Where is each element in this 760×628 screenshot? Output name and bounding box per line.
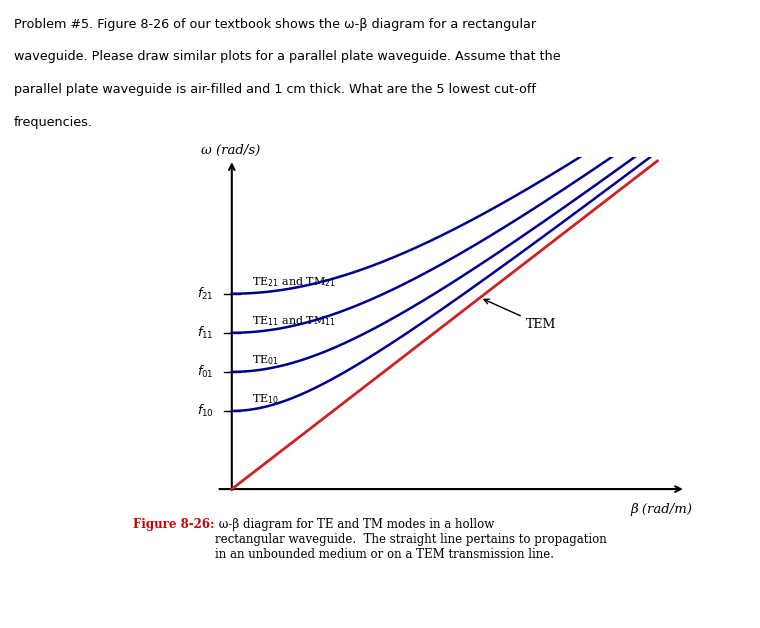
Text: ω (rad/s): ω (rad/s) xyxy=(201,144,261,157)
Text: parallel plate waveguide is air-filled and 1 cm thick. What are the 5 lowest cut: parallel plate waveguide is air-filled a… xyxy=(14,83,536,96)
Text: $f_{01}$: $f_{01}$ xyxy=(197,364,214,380)
Text: waveguide. Please draw similar plots for a parallel plate waveguide. Assume that: waveguide. Please draw similar plots for… xyxy=(14,50,560,63)
Text: $f_{10}$: $f_{10}$ xyxy=(197,403,214,419)
Text: $f_{21}$: $f_{21}$ xyxy=(197,286,214,302)
Text: frequencies.: frequencies. xyxy=(14,116,93,129)
Text: Figure 8-26:: Figure 8-26: xyxy=(133,518,214,531)
Text: TE$_{10}$: TE$_{10}$ xyxy=(252,392,279,406)
Text: TEM: TEM xyxy=(484,299,556,332)
Text: TE$_{11}$ and TM$_{11}$: TE$_{11}$ and TM$_{11}$ xyxy=(252,314,336,328)
Text: Problem #5. Figure 8-26 of our textbook shows the ω-β diagram for a rectangular: Problem #5. Figure 8-26 of our textbook … xyxy=(14,18,536,31)
Text: $f_{11}$: $f_{11}$ xyxy=(197,325,214,341)
Text: β (rad/m): β (rad/m) xyxy=(631,503,693,516)
Text: ω-β diagram for TE and TM modes in a hollow
rectangular waveguide.  The straight: ω-β diagram for TE and TM modes in a hol… xyxy=(215,518,606,561)
Text: TE$_{01}$: TE$_{01}$ xyxy=(252,353,279,367)
Text: TE$_{21}$ and TM$_{21}$: TE$_{21}$ and TM$_{21}$ xyxy=(252,275,336,289)
